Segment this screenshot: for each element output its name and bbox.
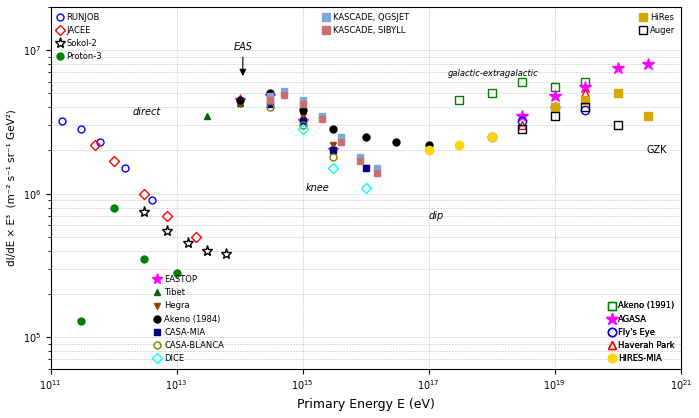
Text: galactic-extragalactic: galactic-extragalactic <box>447 69 538 78</box>
Text: direct: direct <box>133 107 161 117</box>
Text: knee: knee <box>306 183 330 193</box>
Legend: Akeno (1991), AGASA, Fly's Eye, Haverah Park, HIRES-MIA: Akeno (1991), AGASA, Fly's Eye, Haverah … <box>607 300 677 365</box>
Text: GZK: GZK <box>646 145 667 155</box>
Text: dip: dip <box>428 212 444 222</box>
Y-axis label: dI/dE × E³  (m⁻² s⁻¹ sr⁻¹ GeV²): dI/dE × E³ (m⁻² s⁻¹ sr⁻¹ GeV²) <box>7 110 17 266</box>
Text: EAS: EAS <box>233 42 252 52</box>
X-axis label: Primary Energy E (eV): Primary Energy E (eV) <box>297 398 435 411</box>
